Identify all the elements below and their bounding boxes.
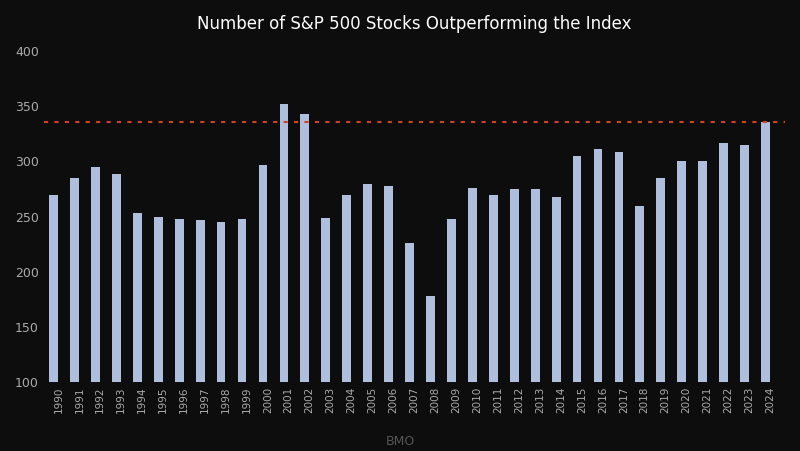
- Bar: [657, 178, 666, 382]
- Bar: [279, 104, 288, 382]
- Bar: [394, 252, 402, 382]
- Bar: [238, 219, 246, 382]
- Bar: [740, 145, 749, 382]
- Bar: [436, 347, 445, 382]
- Bar: [698, 161, 707, 382]
- Bar: [635, 206, 644, 382]
- Bar: [49, 194, 58, 382]
- Bar: [770, 226, 779, 382]
- Bar: [268, 329, 277, 382]
- Bar: [322, 218, 330, 382]
- Bar: [603, 241, 612, 382]
- Bar: [426, 296, 435, 382]
- Bar: [122, 243, 130, 382]
- Bar: [363, 184, 372, 382]
- Bar: [91, 167, 100, 382]
- Bar: [101, 236, 110, 382]
- Bar: [750, 358, 758, 382]
- Bar: [519, 219, 528, 382]
- Bar: [498, 285, 507, 382]
- Bar: [154, 216, 162, 382]
- Bar: [247, 327, 256, 382]
- Bar: [478, 211, 486, 382]
- Bar: [573, 156, 582, 382]
- Bar: [405, 243, 414, 382]
- Bar: [59, 280, 68, 382]
- Bar: [530, 189, 539, 382]
- Bar: [645, 252, 654, 382]
- Bar: [729, 315, 738, 382]
- Bar: [226, 288, 235, 382]
- Bar: [331, 248, 340, 382]
- Bar: [289, 219, 298, 382]
- Title: Number of S&P 500 Stocks Outperforming the Index: Number of S&P 500 Stocks Outperforming t…: [197, 15, 632, 33]
- Bar: [666, 256, 675, 382]
- Bar: [196, 220, 205, 382]
- Bar: [719, 143, 728, 382]
- Bar: [562, 234, 570, 382]
- Bar: [310, 239, 319, 382]
- Bar: [133, 213, 142, 382]
- Bar: [342, 194, 351, 382]
- Bar: [614, 152, 623, 382]
- Text: BMO: BMO: [386, 436, 414, 448]
- Bar: [447, 219, 456, 382]
- Bar: [541, 206, 550, 382]
- Bar: [70, 178, 79, 382]
- Bar: [489, 194, 498, 382]
- Bar: [142, 255, 151, 382]
- Bar: [457, 253, 466, 382]
- Bar: [510, 189, 518, 382]
- Bar: [175, 219, 184, 382]
- Bar: [624, 233, 633, 382]
- Bar: [761, 122, 770, 382]
- Bar: [206, 266, 214, 382]
- Bar: [217, 222, 226, 382]
- Bar: [678, 161, 686, 382]
- Bar: [384, 186, 393, 382]
- Bar: [373, 245, 382, 382]
- Bar: [352, 226, 361, 382]
- Bar: [687, 272, 696, 382]
- Bar: [258, 165, 267, 382]
- Bar: [468, 188, 477, 382]
- Bar: [552, 197, 561, 382]
- Bar: [594, 149, 602, 382]
- Bar: [112, 174, 121, 382]
- Bar: [185, 252, 194, 382]
- Bar: [163, 252, 172, 382]
- Bar: [301, 114, 310, 382]
- Bar: [582, 223, 591, 382]
- Bar: [708, 274, 717, 382]
- Bar: [80, 241, 89, 382]
- Bar: [414, 297, 423, 382]
